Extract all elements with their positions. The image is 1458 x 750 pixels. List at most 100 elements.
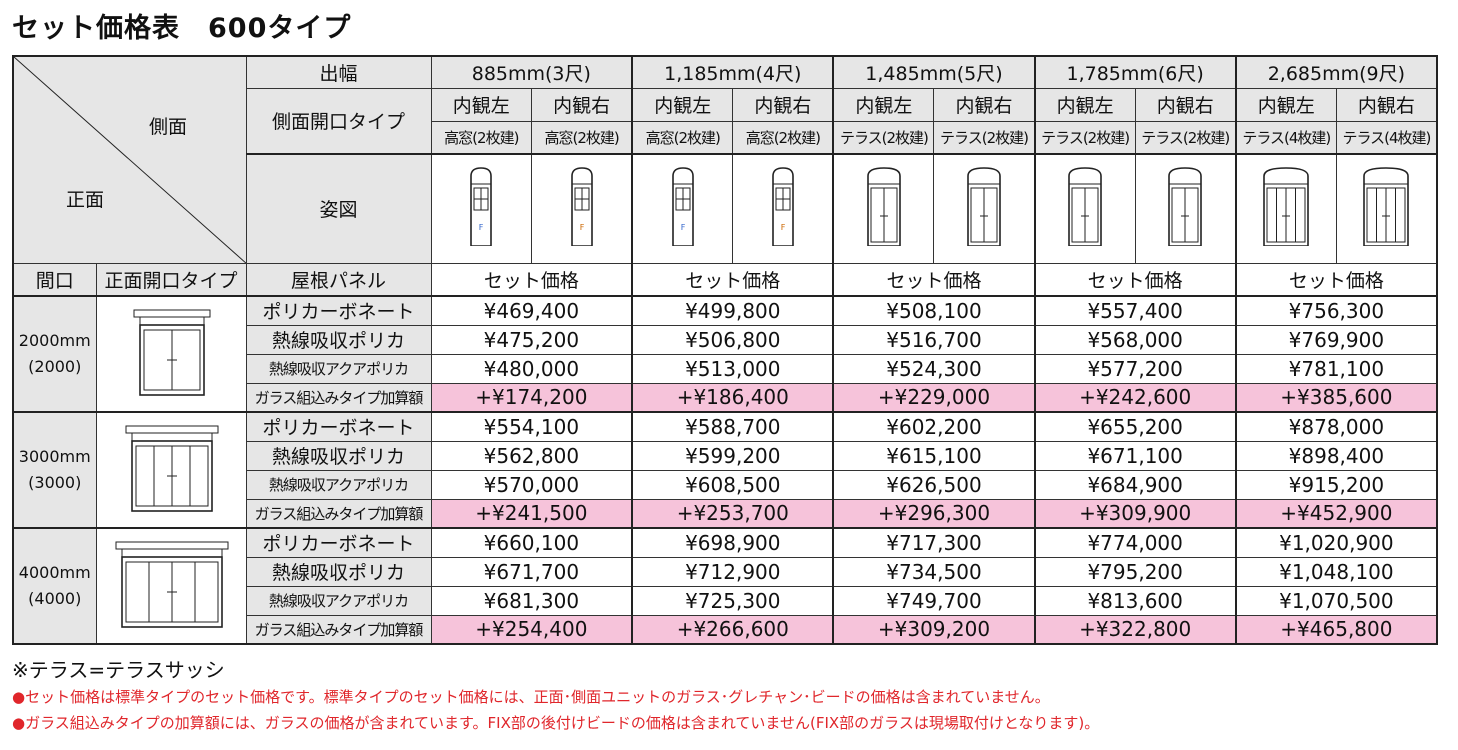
set-price: ¥516,700	[832, 324, 1036, 355]
set-price-header: セット価格	[631, 262, 834, 297]
side-type-right: テラス(2枚建)	[1134, 120, 1237, 155]
set-price: ¥1,020,900	[1234, 527, 1438, 558]
terrace-4-icon	[1335, 153, 1438, 264]
side-type-right: 高窓(2枚建)	[732, 120, 834, 155]
set-price: ¥588,700	[631, 411, 834, 442]
front-type-label: 正面開口タイプ	[95, 262, 247, 297]
glass-addon-price: +¥266,600	[631, 614, 834, 645]
set-price: ¥915,200	[1234, 469, 1438, 500]
terrace-2-icon	[1033, 153, 1136, 264]
svg-text:F: F	[781, 223, 786, 232]
side-type-left: 高窓(2枚建)	[631, 120, 734, 155]
view-left: 内観左	[832, 87, 935, 122]
roof-panel-name: ポリカーボネート	[245, 527, 432, 558]
front-label: 正面	[66, 189, 105, 211]
roof-panel-name: 熱線吸収ポリカ	[245, 440, 432, 471]
set-price: ¥602,200	[832, 411, 1036, 442]
set-price: ¥577,200	[1033, 353, 1237, 384]
set-price: ¥756,300	[1234, 295, 1438, 326]
terrace-2-icon	[1134, 153, 1237, 264]
glass-addon-price: +¥385,600	[1234, 382, 1438, 413]
high-window-icon: F	[430, 153, 533, 264]
set-price: ¥570,000	[430, 469, 633, 500]
frontage-sub: (2000)	[28, 357, 82, 376]
glass-addon-price: +¥174,200	[430, 382, 633, 413]
set-price: ¥557,400	[1033, 295, 1237, 326]
front-door-icon	[95, 527, 247, 645]
set-price-header: セット価格	[1033, 262, 1237, 297]
roof-panel-name: ポリカーボネート	[245, 411, 432, 442]
set-price: ¥698,900	[631, 527, 834, 558]
glass-addon-price: +¥309,900	[1033, 498, 1237, 529]
frontage-cell: 3000mm (3000)	[12, 411, 97, 529]
note-terrace: ※テラス=テラスサッシ	[12, 658, 225, 682]
width-header: 1,485mm(5尺)	[832, 55, 1036, 89]
svg-text:F: F	[680, 223, 685, 232]
set-price: ¥717,300	[832, 527, 1036, 558]
glass-addon-price: +¥465,800	[1234, 614, 1438, 645]
glass-addon-price: +¥452,900	[1234, 498, 1438, 529]
view-left: 内観左	[631, 87, 734, 122]
side-type-right: テラス(4枚建)	[1335, 120, 1438, 155]
width-header: 1,785mm(6尺)	[1033, 55, 1237, 89]
view-right: 内観右	[732, 87, 834, 122]
roof-panel-name: 熱線吸収ポリカ	[245, 556, 432, 587]
glass-addon-price: +¥229,000	[832, 382, 1036, 413]
set-price: ¥469,400	[430, 295, 633, 326]
view-left: 内観左	[430, 87, 533, 122]
set-price: ¥615,100	[832, 440, 1036, 471]
set-price: ¥506,800	[631, 324, 834, 355]
set-price: ¥626,500	[832, 469, 1036, 500]
note-glass: ●ガラス組込みタイプの加算額には、ガラスの価格が含まれています。FIX部の後付け…	[12, 714, 1100, 732]
high-window-icon: F	[631, 153, 734, 264]
roof-panel-name: 熱線吸収アクアポリカ	[245, 585, 432, 616]
side-type-label: 側面開口タイプ	[245, 87, 432, 155]
width-header: 1,185mm(4尺)	[631, 55, 834, 89]
set-price: ¥499,800	[631, 295, 834, 326]
view-right: 内観右	[933, 87, 1036, 122]
frontage-sub: (3000)	[28, 473, 82, 492]
glass-addon-price: +¥241,500	[430, 498, 633, 529]
side-type-left: テラス(2枚建)	[1033, 120, 1136, 155]
width-label: 出幅	[245, 55, 432, 89]
set-price: ¥671,100	[1033, 440, 1237, 471]
side-type-left: テラス(4枚建)	[1234, 120, 1337, 155]
side-type-left: テラス(2枚建)	[832, 120, 935, 155]
frontage-value: 2000mm	[18, 331, 91, 350]
side-type-right: テラス(2枚建)	[933, 120, 1036, 155]
set-price: ¥655,200	[1033, 411, 1237, 442]
set-price: ¥562,800	[430, 440, 633, 471]
set-price: ¥513,000	[631, 353, 834, 384]
side-type-right: 高窓(2枚建)	[531, 120, 633, 155]
set-price: ¥813,600	[1033, 585, 1237, 616]
set-price: ¥769,900	[1234, 324, 1438, 355]
set-price: ¥725,300	[631, 585, 834, 616]
front-door-icon	[95, 295, 247, 413]
figure-label: 姿図	[245, 153, 432, 264]
set-price: ¥568,000	[1033, 324, 1237, 355]
side-label: 側面	[149, 116, 188, 138]
glass-addon-price: +¥253,700	[631, 498, 834, 529]
roof-panel-name: ポリカーボネート	[245, 295, 432, 326]
frontage-cell: 2000mm (2000)	[12, 295, 97, 413]
price-table: 側面 正面 出幅 885mm(3尺) 1,185mm(4尺) 1,485mm(5尺) 1,7…	[12, 55, 1438, 645]
view-right: 内観右	[1335, 87, 1438, 122]
set-price: ¥712,900	[631, 556, 834, 587]
view-left: 内観左	[1033, 87, 1136, 122]
glass-addon-price: +¥254,400	[430, 614, 633, 645]
set-price: ¥1,070,500	[1234, 585, 1438, 616]
set-price-header: セット価格	[1234, 262, 1438, 297]
set-price: ¥774,000	[1033, 527, 1237, 558]
frontage-label: 間口	[12, 262, 97, 297]
terrace-4-icon	[1234, 153, 1337, 264]
set-price: ¥898,400	[1234, 440, 1438, 471]
frontage-sub: (4000)	[28, 589, 82, 608]
set-price: ¥554,100	[430, 411, 633, 442]
set-price: ¥475,200	[430, 324, 633, 355]
set-price: ¥660,100	[430, 527, 633, 558]
glass-addon-price: +¥296,300	[832, 498, 1036, 529]
glass-addon-price: +¥322,800	[1033, 614, 1237, 645]
set-price: ¥508,100	[832, 295, 1036, 326]
frontage-value: 3000mm	[18, 447, 91, 466]
glass-addon-price: +¥309,200	[832, 614, 1036, 645]
